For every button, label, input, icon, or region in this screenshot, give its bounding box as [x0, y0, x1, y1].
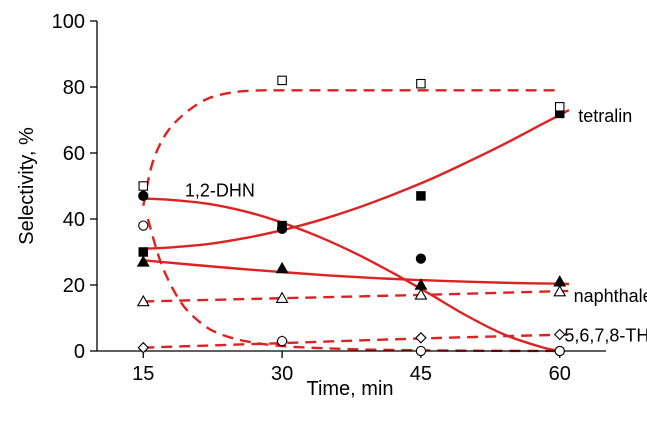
y-tick-label: 0 [74, 341, 85, 363]
data-point-open-triangle [275, 291, 289, 303]
data-point-open-circle [138, 220, 149, 231]
x-tick-label: 15 [132, 363, 154, 385]
axes [96, 21, 606, 352]
data-point-open-circle [554, 345, 565, 357]
series-annotation: tetralin [578, 106, 632, 126]
data-point-filled-circle [415, 253, 427, 264]
x-tick-label: 60 [549, 363, 571, 385]
y-tick-label: 100 [52, 11, 85, 33]
data-point-filled-square [416, 191, 426, 201]
y-axis-label: Selectivity, % [16, 127, 38, 245]
data-point-open-diamond [415, 332, 427, 344]
x-tick-label: 45 [410, 363, 432, 385]
fit-curve [142, 88, 560, 207]
series-annotation: 1,2-DHN [185, 180, 255, 200]
data-point-open-triangle [414, 288, 428, 300]
fit-curve [143, 197, 560, 353]
ticks-layer: 15 30 45 60 0 20 40 60 80 100 [52, 11, 571, 385]
y-tick-label: 40 [63, 209, 85, 231]
x-axis-label: Time, min [306, 378, 393, 400]
data-point-open-square [554, 102, 565, 112]
x-tick-label: 30 [271, 363, 293, 385]
fit-curve [143, 333, 570, 349]
data-point-filled-circle [276, 223, 288, 235]
fit-curves-layer [142, 88, 570, 353]
y-tick-label: 60 [63, 143, 85, 165]
y-tick-label: 80 [63, 77, 85, 99]
data-point-open-circle [276, 335, 288, 347]
data-point-filled-triangle [275, 261, 289, 274]
fit-curve [143, 289, 570, 303]
data-point-filled-square [138, 247, 149, 257]
fit-curve [143, 259, 570, 286]
data-point-open-triangle [136, 294, 150, 307]
data-point-open-square [138, 181, 149, 191]
data-point-open-square [416, 78, 426, 89]
series-annotation: naphthalene [574, 286, 647, 306]
data-point-filled-circle [138, 190, 149, 202]
labels-layer: Time, min Selectivity, % tetralin 1,2-DHN… [16, 106, 647, 400]
y-tick-label: 20 [63, 275, 85, 297]
data-point-open-triangle [553, 284, 567, 297]
data-point-filled-triangle [136, 255, 150, 267]
data-point-filled-triangle [553, 275, 567, 287]
data-point-open-diamond [137, 341, 150, 354]
data-point-open-square [277, 75, 287, 86]
data-point-open-circle [415, 345, 427, 357]
data-point-open-diamond [553, 328, 566, 341]
series-annotation: 5,6,7,8-THNA, [564, 326, 647, 346]
fit-curve [143, 109, 570, 250]
markers-layer [136, 75, 567, 357]
